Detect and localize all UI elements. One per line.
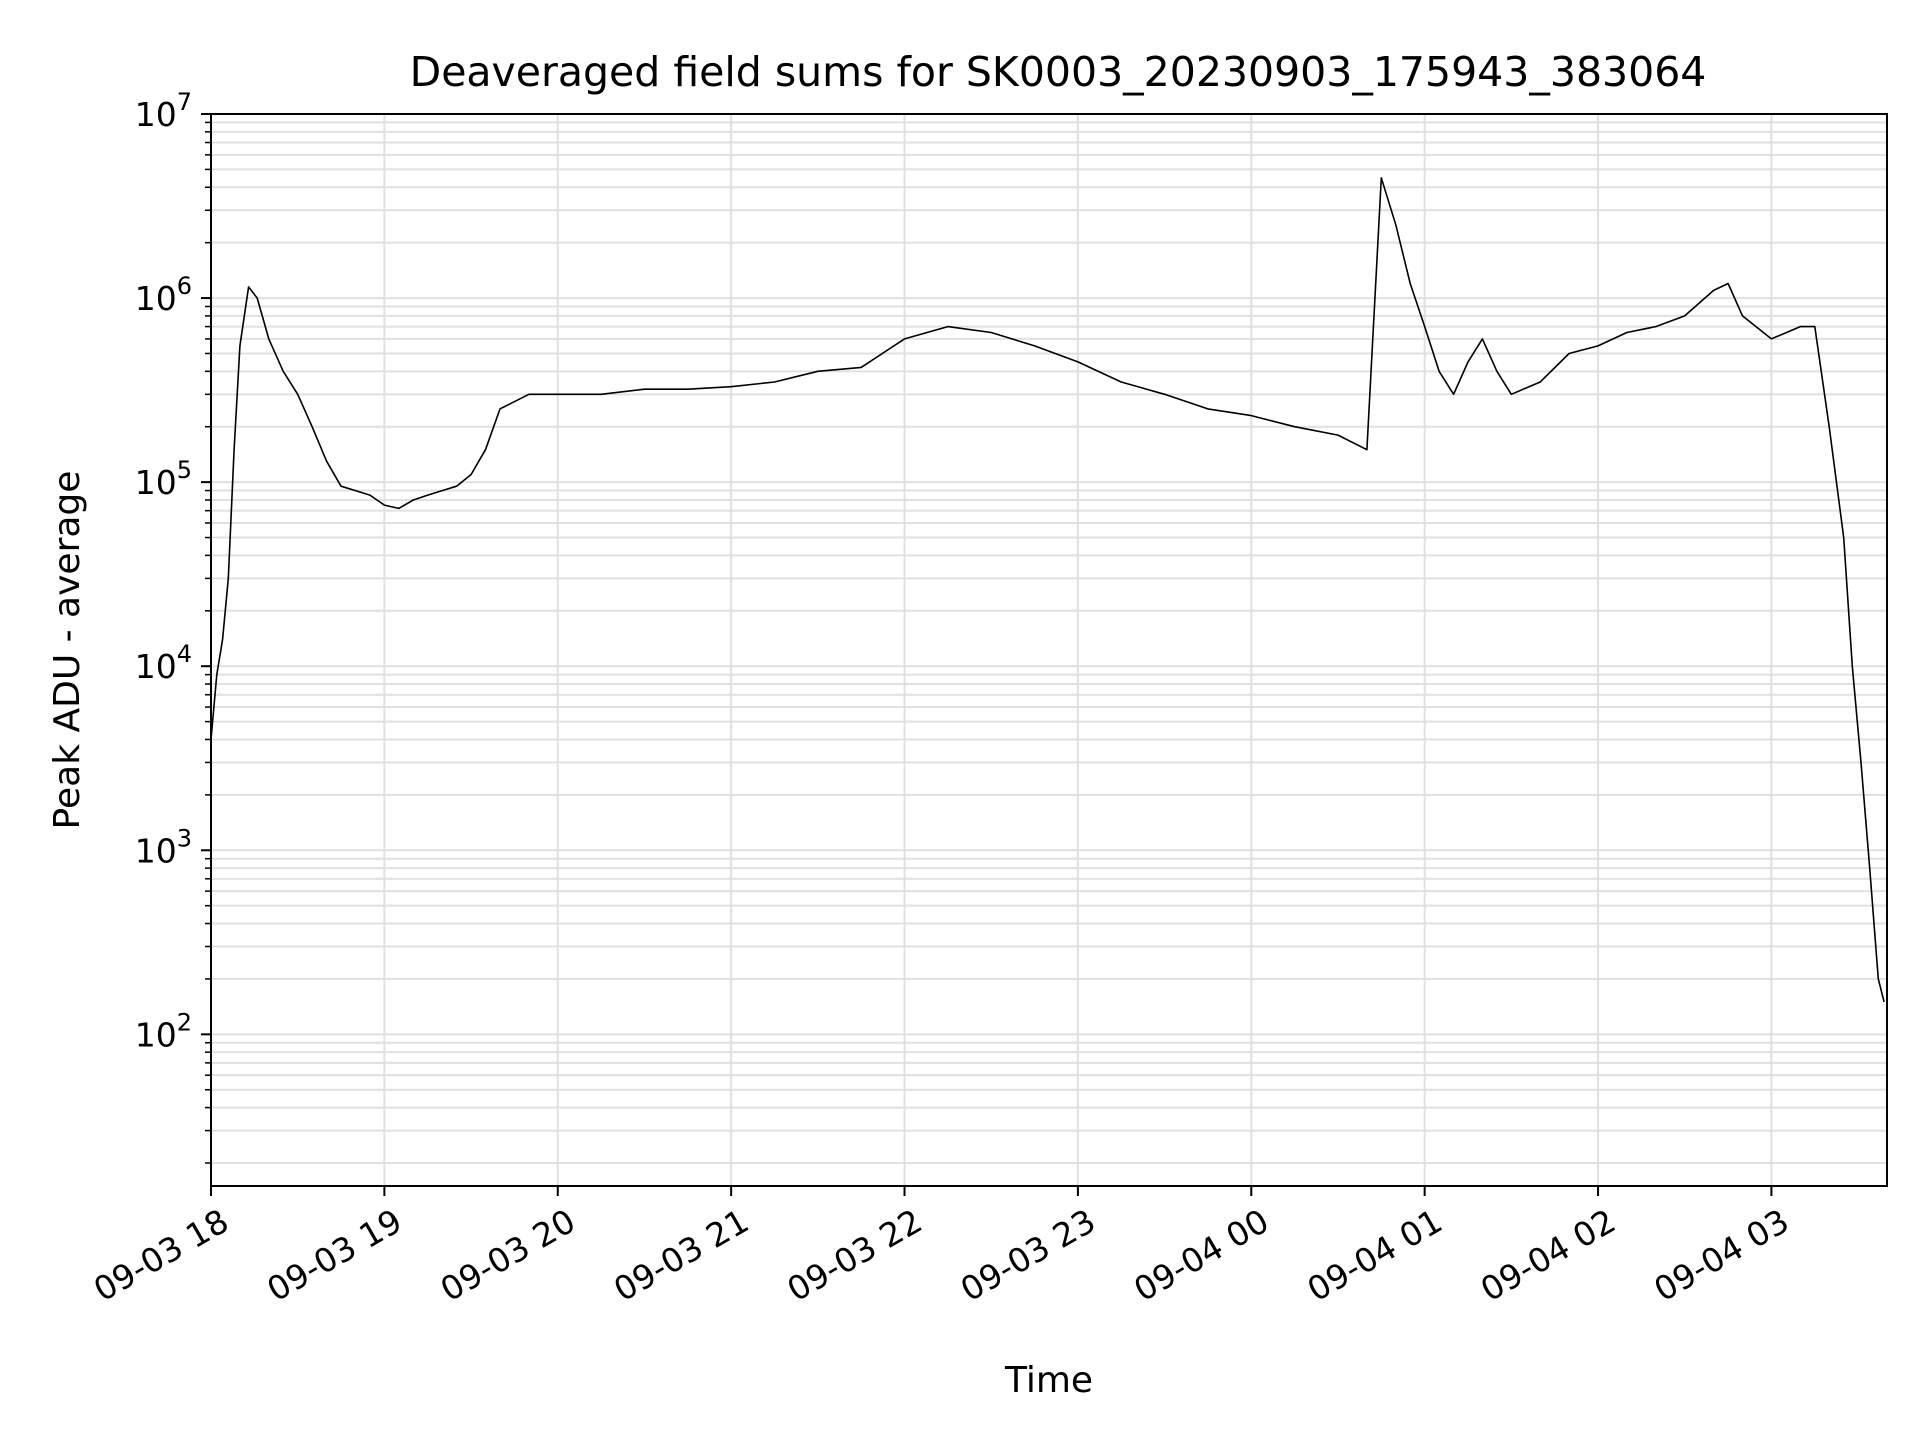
y-tick-exponent: 3 bbox=[177, 824, 192, 852]
y-tick-label: 104 bbox=[135, 640, 192, 686]
y-tick-base: 10 bbox=[135, 1015, 177, 1054]
y-tick-label: 105 bbox=[135, 456, 192, 502]
y-tick-label: 103 bbox=[135, 824, 192, 870]
y-tick-base: 10 bbox=[135, 95, 177, 134]
y-tick-base: 10 bbox=[135, 463, 177, 502]
y-tick-exponent: 6 bbox=[177, 272, 192, 300]
grid bbox=[210, 113, 1887, 1186]
chart-title: Deaveraged field sums for SK0003_2023090… bbox=[410, 48, 1707, 96]
y-tick-base: 10 bbox=[135, 647, 177, 686]
y-tick-exponent: 7 bbox=[177, 88, 192, 116]
x-axis-label: Time bbox=[1004, 1360, 1093, 1401]
y-tick-exponent: 4 bbox=[177, 640, 192, 668]
y-tick-label: 106 bbox=[135, 272, 192, 318]
y-tick-label: 102 bbox=[135, 1008, 192, 1054]
y-axis-label: Peak ADU - average bbox=[47, 471, 88, 830]
plot-frame bbox=[210, 113, 1888, 1187]
y-tick-exponent: 2 bbox=[177, 1008, 192, 1036]
series-line bbox=[210, 177, 1885, 1003]
series-layer bbox=[210, 177, 1885, 1003]
y-tick-exponent: 5 bbox=[177, 456, 192, 484]
y-tick-label: 107 bbox=[135, 88, 192, 134]
y-tick-base: 10 bbox=[135, 831, 177, 870]
y-tick-base: 10 bbox=[135, 279, 177, 318]
